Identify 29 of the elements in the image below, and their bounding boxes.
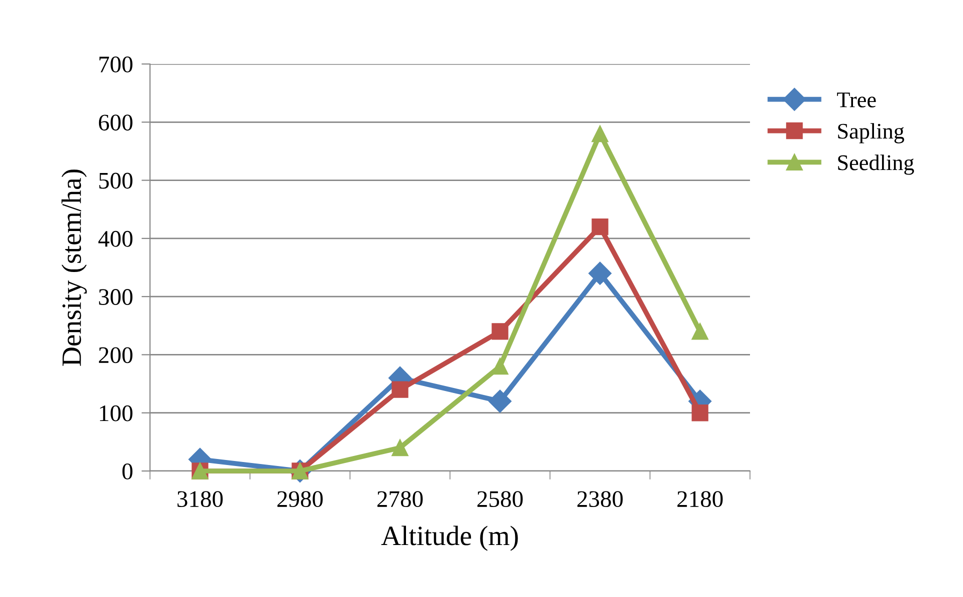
x-axis-title: Altitude (m) bbox=[381, 526, 518, 551]
point bbox=[492, 323, 508, 340]
y-tick-label: 700 bbox=[99, 56, 132, 72]
legend-label: Seedling bbox=[838, 154, 914, 175]
x-tick-label: 2380 bbox=[577, 491, 623, 508]
x-tick-label: 2980 bbox=[277, 491, 323, 508]
y-tick-label: 100 bbox=[100, 405, 132, 422]
x-tick-label: 2180 bbox=[677, 491, 723, 508]
point bbox=[492, 358, 508, 375]
point bbox=[588, 262, 612, 285]
point bbox=[392, 381, 408, 398]
point bbox=[692, 323, 708, 340]
point bbox=[692, 404, 708, 422]
x-tick-label: 2780 bbox=[377, 491, 423, 508]
y-tick-label: 300 bbox=[99, 289, 132, 305]
y-tick-label: 0 bbox=[122, 463, 132, 480]
y-tick-label: 600 bbox=[98, 114, 132, 131]
y-tick-label: 200 bbox=[98, 347, 132, 364]
y-axis-title: Density (stem/ha) bbox=[62, 170, 87, 366]
point bbox=[488, 390, 512, 413]
y-tick-label: 500 bbox=[99, 172, 132, 189]
y-tick-label: 400 bbox=[98, 230, 132, 247]
point bbox=[592, 218, 608, 236]
x-tick-label: 2580 bbox=[477, 491, 523, 508]
point bbox=[592, 125, 608, 142]
point bbox=[392, 439, 408, 456]
legend-label: Sapling bbox=[838, 123, 904, 144]
legend-label: Tree bbox=[837, 92, 876, 108]
x-tick-label: 3180 bbox=[178, 491, 223, 508]
